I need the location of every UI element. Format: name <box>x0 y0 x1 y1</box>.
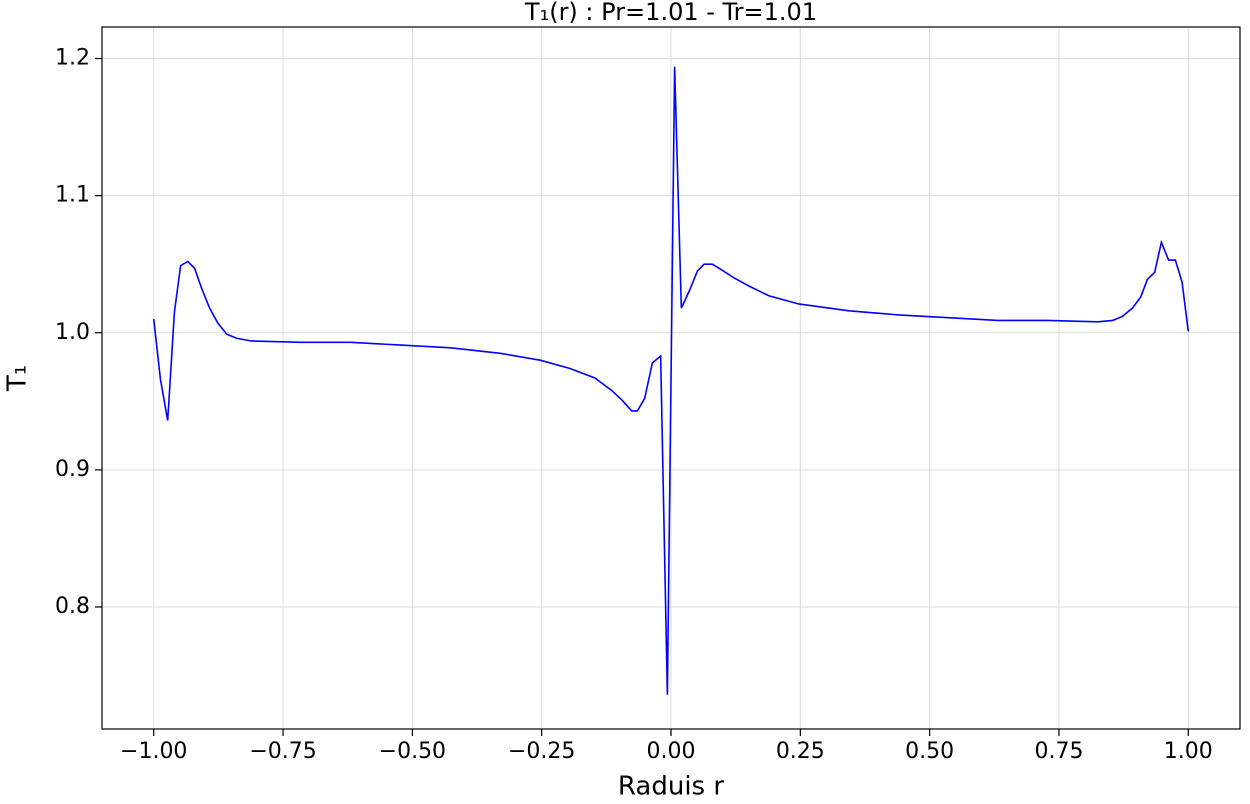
x-tick-label: −0.75 <box>249 739 316 764</box>
x-tick-label: −0.25 <box>508 739 575 764</box>
y-tick-label: 1.2 <box>55 46 90 71</box>
x-tick-label: 0.25 <box>776 739 825 764</box>
y-tick-label: 1.1 <box>55 183 90 208</box>
plot-frame <box>101 26 1241 730</box>
x-tick-label: −0.50 <box>379 739 446 764</box>
x-tick-label: 0.75 <box>1034 739 1083 764</box>
data-line <box>152 66 1190 695</box>
x-tick-label: 0.50 <box>905 739 954 764</box>
x-axis-label: Raduis r <box>618 772 724 802</box>
y-tick-label: 0.9 <box>55 457 90 482</box>
x-tick-label: 0.00 <box>647 739 696 764</box>
y-tick-label: 1.0 <box>55 320 90 345</box>
y-axis-label: T₁ <box>3 365 33 392</box>
chart-title: T₁(r) : Pr=1.01 - Tr=1.01 <box>524 0 817 26</box>
y-tick-label: 0.8 <box>55 594 90 619</box>
x-tick-label: −1.00 <box>120 739 187 764</box>
x-tick-label: 1.00 <box>1164 739 1213 764</box>
